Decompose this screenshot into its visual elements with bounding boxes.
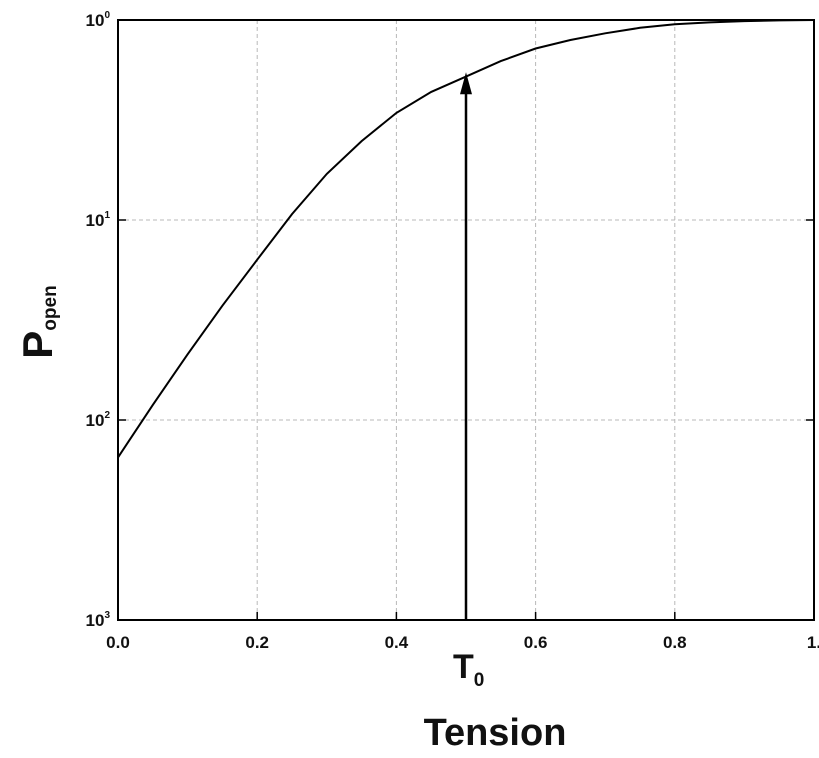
y-tick-exponent: 1 xyxy=(104,210,110,221)
t0-label-subscript: 0 xyxy=(474,670,485,691)
plot-frame xyxy=(117,19,815,621)
y-tick-base: 10 xyxy=(86,611,105,630)
t0-label-main: T xyxy=(453,648,474,686)
y-tick-label: 102 xyxy=(86,410,111,430)
y-axis-title-main: P xyxy=(14,331,61,359)
x-tick-labels: 0.0 0.2 0.4 0.6 0.8 1. xyxy=(106,633,819,652)
annotation-layer xyxy=(460,72,472,620)
x-tick-label: 0.4 xyxy=(385,633,409,652)
svg-text:Popen: Popen xyxy=(14,285,61,358)
y-tick-label: 101 xyxy=(86,210,111,230)
y-axis-title: Popen xyxy=(14,285,61,358)
y-tick-base: 10 xyxy=(86,11,105,30)
y-tick-base: 10 xyxy=(86,211,105,230)
x-tick-label: 0.2 xyxy=(245,633,269,652)
x-tick-label: 0.0 xyxy=(106,633,130,652)
t0-annotation-label: T0 xyxy=(453,648,484,691)
y-tick-base: 10 xyxy=(86,411,105,430)
x-tick-label: 1. xyxy=(807,633,819,652)
grid-lines xyxy=(118,20,814,620)
svg-text:T0: T0 xyxy=(453,648,484,691)
x-tick-label: 0.6 xyxy=(524,633,548,652)
arrow-head xyxy=(460,72,472,95)
y-tick-label: 103 xyxy=(86,610,111,630)
y-axis-title-subscript: open xyxy=(40,285,61,330)
x-axis-title: Tension xyxy=(424,712,567,754)
y-tick-label: 100 xyxy=(86,10,111,30)
y-tick-exponent: 0 xyxy=(104,10,110,21)
x-tick-label: 0.8 xyxy=(663,633,687,652)
y-tick-exponent: 2 xyxy=(104,410,110,421)
ticks xyxy=(117,19,815,621)
y-tick-exponent: 3 xyxy=(104,610,110,621)
